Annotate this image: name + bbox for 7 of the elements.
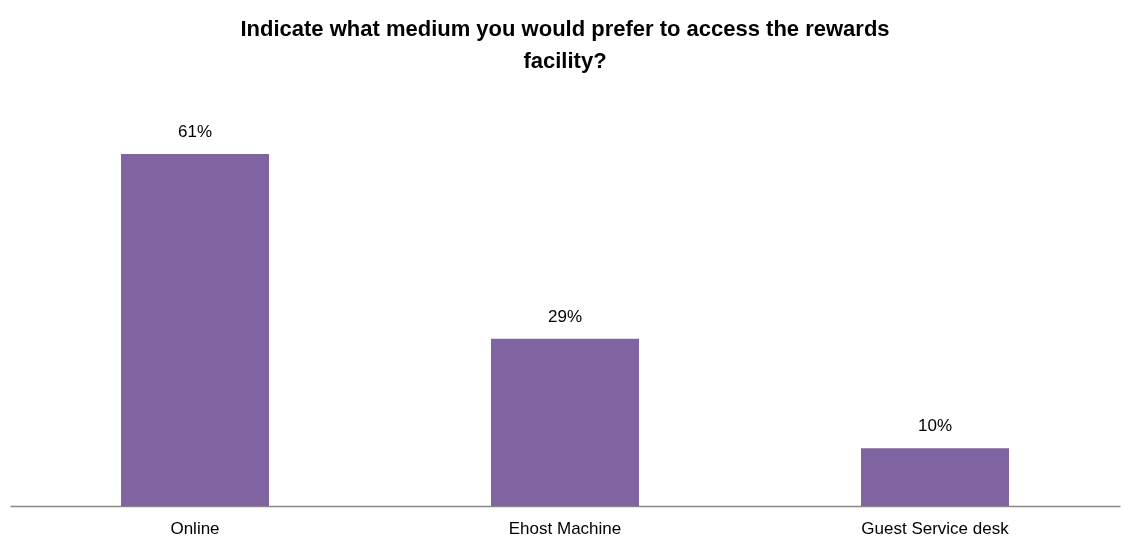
x-tick-label: Ehost Machine [508, 518, 622, 538]
x-tick-label: Guest Service desk [861, 518, 1010, 538]
x-tick-label: Online [170, 518, 220, 538]
data-label: 29% [547, 306, 583, 326]
chart-title: Indicate what medium you would prefer to access the rewards facility? [240, 16, 890, 73]
data-label: 10% [917, 416, 953, 436]
data-label: 61% [177, 122, 213, 141]
